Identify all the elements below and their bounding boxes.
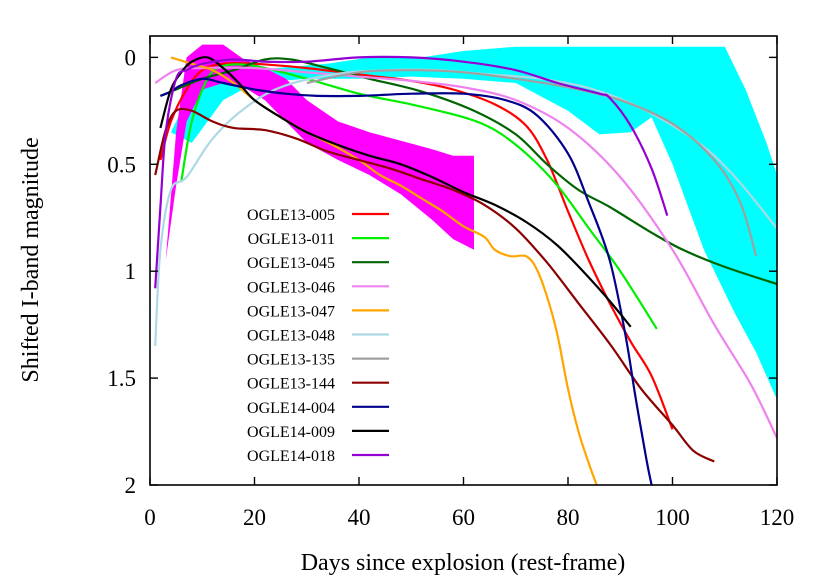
x-tick-label: 80 (557, 505, 580, 530)
x-axis-label: Days since explosion (rest-frame) (301, 550, 626, 576)
series-line-ogle13-144 (154, 107, 715, 463)
x-tick-label: 0 (144, 505, 156, 530)
y-tick-label: 1.5 (107, 366, 136, 391)
legend-label: OGLE14-018 (247, 448, 335, 465)
series-line-ogle13-135 (306, 69, 758, 257)
series-line-ogle13-047 (170, 56, 598, 485)
legend-label: OGLE13-135 (247, 352, 335, 369)
legend-label: OGLE13-048 (247, 328, 335, 345)
legend-label: OGLE14-004 (247, 400, 335, 417)
x-tick-label: 120 (760, 505, 795, 530)
series-line-ogle14-009 (159, 56, 632, 328)
y-tick-label: 2 (125, 473, 137, 498)
y-tick-label: 0.5 (107, 152, 136, 177)
legend-label: OGLE13-045 (247, 255, 335, 272)
y-axis-label: Shifted I-band magnitude (18, 137, 44, 382)
legend-label: OGLE13-047 (247, 303, 335, 320)
series-line-ogle13-011 (180, 63, 658, 330)
x-tick-label: 60 (452, 505, 475, 530)
series-line-ogle13-005 (159, 62, 674, 430)
series-line-ogle14-018 (154, 55, 669, 289)
y-tick-label: 1 (125, 259, 137, 284)
y-tick-label: 0 (125, 45, 137, 70)
x-tick-label: 40 (348, 505, 371, 530)
legend-label: OGLE13-011 (248, 231, 335, 248)
x-tick-label: 20 (243, 505, 266, 530)
legend: OGLE13-005 OGLE13-011 OGLE13-045 OGLE13-046… (247, 207, 389, 465)
axis-ticks: 0 20 40 60 80 100 120 0 0.5 1 1.5 2 (107, 36, 794, 530)
legend-label: OGLE13-005 (247, 207, 335, 224)
series-line-ogle14-004 (160, 77, 653, 485)
legend-label: OGLE14-009 (247, 424, 335, 441)
x-tick-label: 100 (655, 505, 690, 530)
series-lines (154, 55, 777, 485)
legend-label: OGLE13-144 (247, 376, 335, 393)
series-line-ogle13-045 (159, 57, 777, 286)
legend-label: OGLE13-046 (247, 279, 335, 296)
